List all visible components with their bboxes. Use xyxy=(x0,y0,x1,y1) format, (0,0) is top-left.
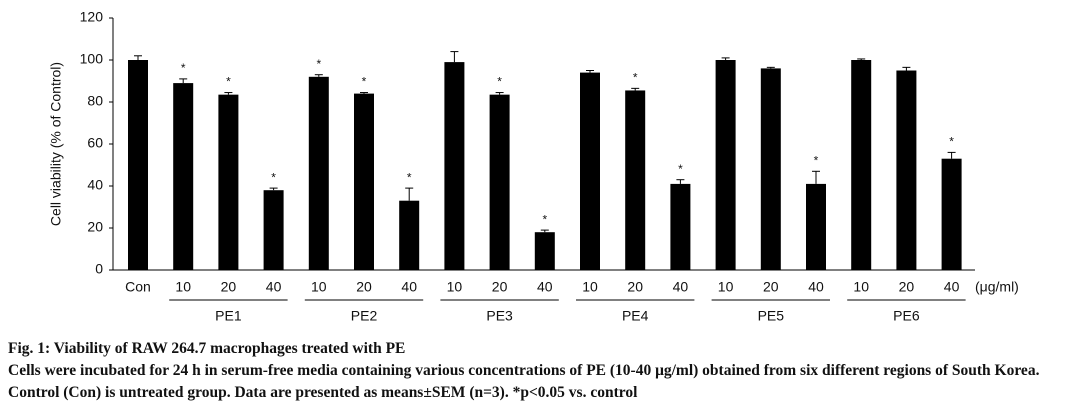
significance-mark: * xyxy=(678,162,683,176)
significance-mark: * xyxy=(633,71,638,85)
bar xyxy=(941,158,962,270)
y-tick-label: 0 xyxy=(95,261,103,277)
bar xyxy=(444,62,465,270)
significance-mark: * xyxy=(181,61,186,75)
bar xyxy=(128,60,148,270)
significance-mark: * xyxy=(271,170,276,184)
y-tick-label: 100 xyxy=(80,51,104,67)
significance-mark: * xyxy=(497,75,502,89)
x-tick-label: 10 xyxy=(311,279,327,295)
x-tick-label: 20 xyxy=(899,279,915,295)
bar xyxy=(580,72,600,270)
significance-mark: * xyxy=(407,170,412,184)
bar xyxy=(399,200,420,270)
bar xyxy=(218,94,239,271)
caption-text: Cells were incubated for 24 h in serum-f… xyxy=(8,362,1040,401)
x-tick-label: 10 xyxy=(175,279,191,295)
bar xyxy=(489,94,510,271)
x-tick-label: 10 xyxy=(853,279,869,295)
significance-mark: * xyxy=(814,153,819,167)
x-tick-label: 20 xyxy=(763,279,779,295)
x-tick-label: 10 xyxy=(582,279,598,295)
x-tick-label: 10 xyxy=(718,279,734,295)
significance-mark: * xyxy=(226,75,231,89)
significance-mark: * xyxy=(316,57,321,71)
bar xyxy=(173,83,194,270)
chart: Cell viability (% of Control) (μg/ml) 0 2… xyxy=(48,9,1019,324)
bar xyxy=(534,232,555,270)
bar xyxy=(760,68,781,271)
x-tick-label: 10 xyxy=(447,279,463,295)
y-tick-label: 60 xyxy=(87,135,103,151)
group-label: PE4 xyxy=(622,308,649,324)
bar xyxy=(354,93,374,270)
y-axis-label: Cell viability (% of Control) xyxy=(48,62,64,226)
x-tick-label: 40 xyxy=(266,279,282,295)
y-tick-label: 40 xyxy=(87,177,103,193)
x-tick-label: 40 xyxy=(401,279,417,295)
group-label: PE5 xyxy=(758,308,785,324)
y-tick-label: 80 xyxy=(87,93,103,109)
bar xyxy=(308,76,329,270)
x-tick-label: 40 xyxy=(673,279,689,295)
bar xyxy=(806,183,826,270)
bar xyxy=(851,60,872,270)
x-tick-label: 40 xyxy=(808,279,824,295)
x-tick-label: 40 xyxy=(537,279,553,295)
y-tick-label: 120 xyxy=(80,9,104,25)
group-label: PE3 xyxy=(486,308,513,324)
x-unit-label: (μg/ml) xyxy=(975,279,1019,295)
group-label: PE2 xyxy=(351,308,378,324)
bar xyxy=(670,183,691,270)
significance-mark: * xyxy=(362,75,367,89)
bar xyxy=(263,190,284,270)
significance-mark: * xyxy=(542,212,547,226)
x-tick-label: 20 xyxy=(627,279,643,295)
caption-title: Fig. 1: Viability of RAW 264.7 macrophag… xyxy=(8,340,406,357)
x-tick-label: 20 xyxy=(221,279,237,295)
bar xyxy=(715,60,736,270)
y-tick-label: 20 xyxy=(87,219,103,235)
x-tick-label: 20 xyxy=(492,279,508,295)
bar xyxy=(625,90,646,270)
x-tick-label: 20 xyxy=(356,279,372,295)
x-tick-label: 40 xyxy=(944,279,960,295)
significance-mark: * xyxy=(949,135,954,149)
x-tick-label: Con xyxy=(125,279,151,295)
bar xyxy=(896,70,917,270)
group-label: PE6 xyxy=(893,308,920,324)
group-label: PE1 xyxy=(215,308,242,324)
